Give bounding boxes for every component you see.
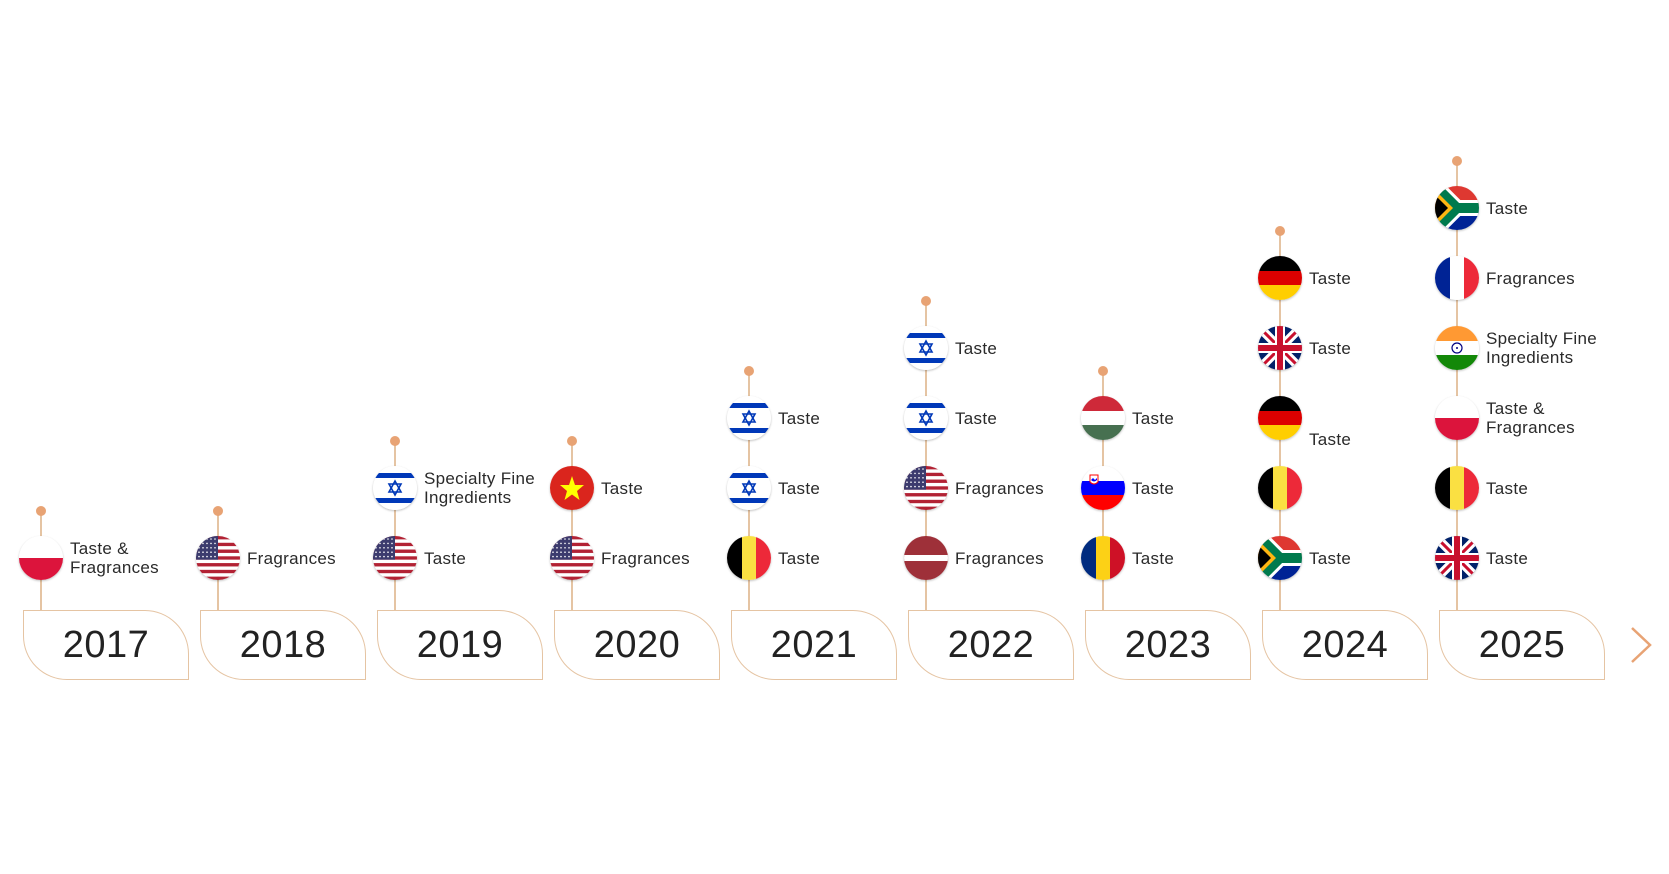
germany-flag-icon [1258, 396, 1302, 440]
israel-flag-icon [373, 466, 417, 510]
year-box-2017[interactable]: 2017 [23, 610, 189, 680]
entry-label: Taste [1132, 548, 1175, 568]
entry-label: Taste [424, 548, 467, 568]
year-box-2019[interactable]: 2019 [377, 610, 543, 680]
timeline-dot [921, 296, 931, 306]
timeline-stem [925, 301, 927, 610]
entry-label: Fragrances [247, 548, 336, 568]
usa-flag-icon [904, 466, 948, 510]
usa-flag-icon [550, 536, 594, 580]
romania-flag-icon [1081, 536, 1125, 580]
usa-flag-icon [373, 536, 417, 580]
entry-label: Taste [1132, 478, 1175, 498]
entry-label: Taste [1132, 408, 1175, 428]
latvia-flag-icon [904, 536, 948, 580]
israel-flag-icon [904, 326, 948, 370]
timeline-dot [213, 506, 223, 516]
entry-label: Taste [1309, 268, 1352, 288]
timeline-dot [390, 436, 400, 446]
entry-label: Taste [1309, 338, 1352, 358]
entry-label: Specialty Fine Ingredients [1486, 329, 1597, 367]
entry-label: Taste [955, 408, 998, 428]
uk-flag-icon [1258, 326, 1302, 370]
entry-label: Taste & Fragrances [1486, 399, 1575, 437]
entry-label: Taste [778, 478, 821, 498]
year-box-2023[interactable]: 2023 [1085, 610, 1251, 680]
timeline-dot [567, 436, 577, 446]
south-africa-flag-icon [1435, 186, 1479, 230]
entry-label: Taste [601, 478, 644, 498]
belgium-flag-icon [727, 536, 771, 580]
usa-flag-icon [196, 536, 240, 580]
poland-flag-icon [19, 536, 63, 580]
france-flag-icon [1435, 256, 1479, 300]
chevron-right-icon[interactable] [1628, 625, 1654, 665]
timeline-stem [571, 441, 573, 610]
year-box-2024[interactable]: 2024 [1262, 610, 1428, 680]
uk-flag-icon [1435, 536, 1479, 580]
timeline-dot [1275, 226, 1285, 236]
timeline-dot [36, 506, 46, 516]
entry-label: Taste [1486, 198, 1529, 218]
timeline-stem [394, 441, 396, 610]
israel-flag-icon [727, 466, 771, 510]
india-flag-icon [1435, 326, 1479, 370]
year-box-2025[interactable]: 2025 [1439, 610, 1605, 680]
entry-label: Fragrances [955, 478, 1044, 498]
timeline-dot [1098, 366, 1108, 376]
entry-label: Taste [1486, 548, 1529, 568]
slovenia-flag-icon [1081, 466, 1125, 510]
germany-flag-icon [1258, 256, 1302, 300]
vietnam-flag-icon [550, 466, 594, 510]
year-box-2018[interactable]: 2018 [200, 610, 366, 680]
timeline-dot [1452, 156, 1462, 166]
year-box-2022[interactable]: 2022 [908, 610, 1074, 680]
belgium-flag-icon [1258, 466, 1302, 510]
entry-label: Taste & Fragrances [70, 539, 159, 577]
entry-label: Taste [955, 338, 998, 358]
entry-label: Taste [1309, 430, 1352, 449]
entry-label: Fragrances [601, 548, 690, 568]
entry-label: Fragrances [955, 548, 1044, 568]
hungary-flag-icon [1081, 396, 1125, 440]
entry-label: Taste [778, 408, 821, 428]
belgium-flag-icon [1435, 466, 1479, 510]
entry-label: Taste [778, 548, 821, 568]
south-africa-flag-icon [1258, 536, 1302, 580]
year-box-2021[interactable]: 2021 [731, 610, 897, 680]
timeline-dot [744, 366, 754, 376]
poland-flag-icon [1435, 396, 1479, 440]
year-box-2020[interactable]: 2020 [554, 610, 720, 680]
israel-flag-icon [904, 396, 948, 440]
entry-label: Taste [1309, 548, 1352, 568]
entry-label: Specialty Fine Ingredients [424, 469, 535, 507]
israel-flag-icon [727, 396, 771, 440]
entry-label: Taste [1486, 478, 1529, 498]
timeline-stem [1456, 161, 1458, 610]
entry-label: Fragrances [1486, 268, 1575, 288]
